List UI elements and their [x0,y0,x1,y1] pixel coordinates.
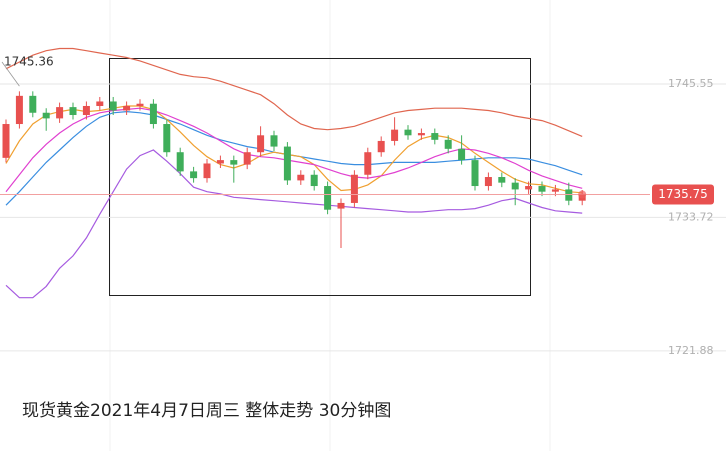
high-marker-line [1,61,20,87]
plot: 1745.55 1733.72 1721.88 1735.75 1745.36 [0,47,726,357]
candle-body [243,152,251,165]
candle-body [257,135,265,153]
candle-body [163,124,171,153]
candle-body [69,107,77,116]
y-tick-label: 1733.72 [668,210,714,223]
candle-body [377,140,385,153]
candle-body [391,129,399,141]
candle-body [283,146,291,181]
candle-body [56,107,64,119]
candle-body [149,103,157,125]
candle-body [96,101,104,106]
last-price-label: 1735.75 [658,187,708,201]
candle-body [2,124,10,158]
candle-body [525,186,533,190]
candle-body [123,105,131,111]
candle-body [82,105,90,116]
y-tick-label: 1721.88 [668,344,714,357]
candle-body [404,129,412,136]
candle-body [471,160,479,187]
candle-body [484,177,492,187]
background-grid [109,0,551,451]
candle-body [190,171,198,179]
candle-body [176,152,184,172]
candle-body [498,177,506,183]
candle-body [458,148,466,161]
last-price-tag [652,184,714,205]
indicator-line [5,107,583,193]
candle-body [551,189,559,192]
last-price-dot [578,190,587,199]
candle-body [431,133,439,140]
candle-body [109,101,117,111]
candle-body [324,186,332,210]
candle-body [270,135,278,147]
candle-body [310,174,318,187]
candle-body [511,182,519,190]
indicator-line [5,149,583,299]
high-marker-label: 1745.36 [4,55,54,69]
candle-body [417,133,425,136]
indicator-line [5,47,583,137]
candle-body [15,95,23,125]
candle-body [216,160,224,164]
candle-body [538,186,546,192]
highlight-box [109,58,531,296]
candle-body [337,202,345,209]
candle-body [29,95,37,113]
candle-body [297,174,305,181]
y-tick-label: 1745.55 [668,77,714,90]
candle-body [364,152,372,175]
candle-body [203,163,211,179]
chart-title: 现货黄金2021年4月7日周三 整体走势 30分钟图 [22,401,391,421]
candle-body [42,112,50,119]
indicator-line [5,110,583,206]
candle-body [350,174,358,203]
indicator-line [5,105,583,194]
candle-body [230,160,238,165]
candle-body [444,139,452,149]
candle-body [565,189,573,201]
candle-body [136,103,144,106]
